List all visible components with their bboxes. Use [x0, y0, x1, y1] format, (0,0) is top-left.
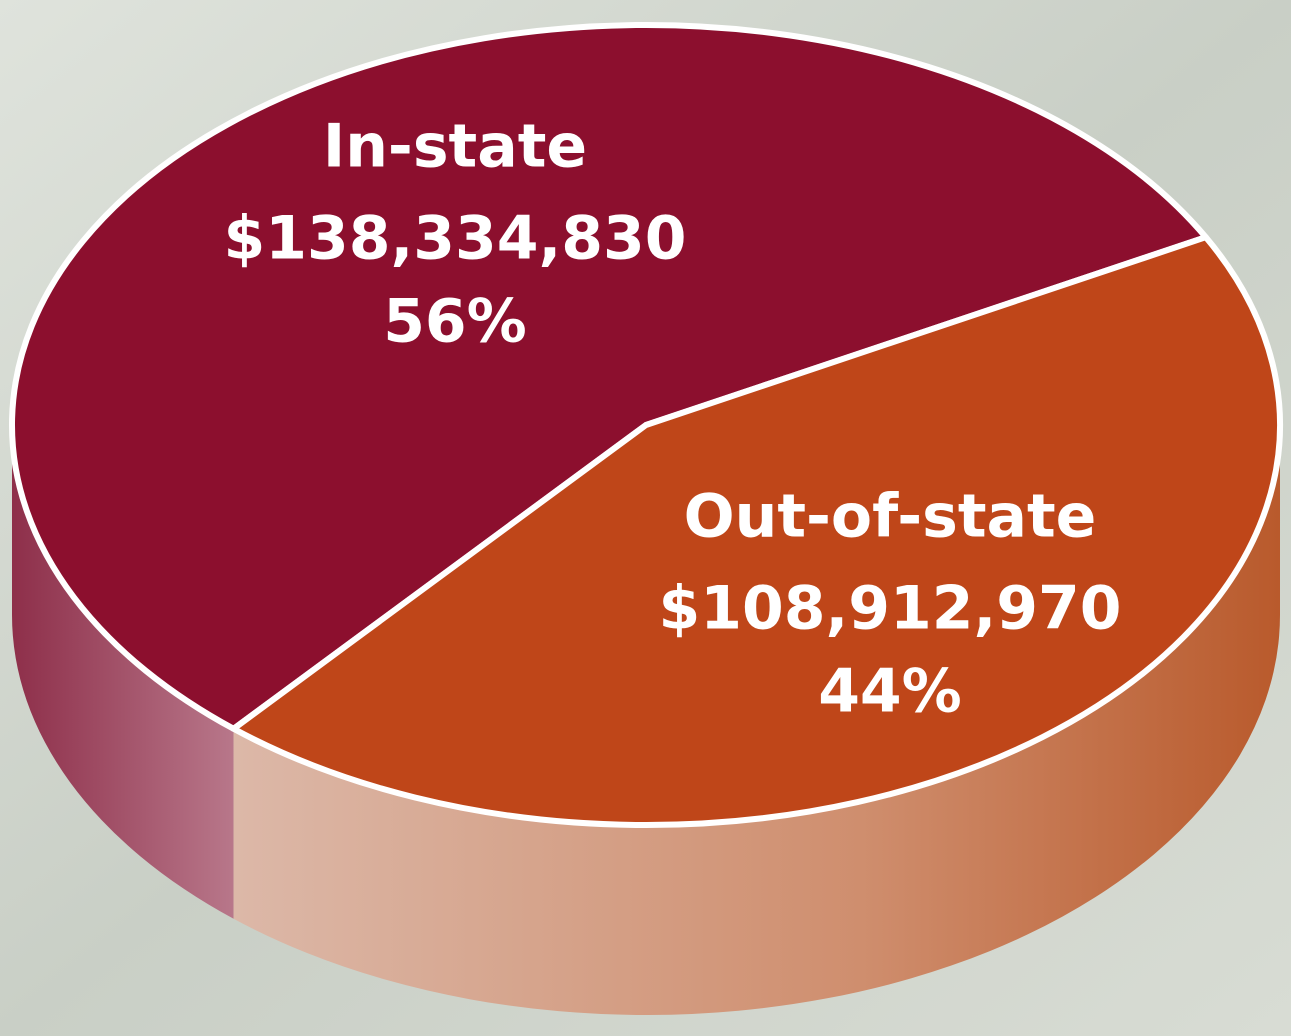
pie: [9, 22, 1283, 1015]
slice-side: [233, 425, 1280, 1015]
slice-value-label: $108,912,970: [658, 574, 1121, 644]
labels: In-state $138,334,830 56% Out-of-state $108,…: [223, 112, 1121, 727]
slice-side: [12, 425, 234, 919]
slice: [230, 234, 1283, 828]
slice-category-label: Out-of-state: [684, 482, 1097, 552]
slice-percent-label: 56%: [383, 287, 527, 357]
slice-percent-label: 44%: [818, 657, 962, 727]
slice-category-label: In-state: [323, 112, 587, 182]
slice: [9, 22, 1209, 732]
slice-value-label: $138,334,830: [223, 204, 686, 274]
